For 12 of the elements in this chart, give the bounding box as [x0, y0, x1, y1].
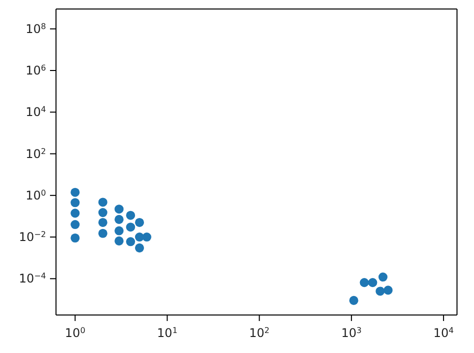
- y-tick-label: 10$^{2}$: [26, 146, 46, 161]
- y-tick-label: 10$^{8}$: [26, 21, 46, 36]
- y-tick-label: 10$^{4}$: [26, 104, 46, 120]
- x-tick-label: 10$^{2}$: [249, 326, 270, 340]
- x-tick-label: 10$^{0}$: [64, 326, 86, 340]
- x-tick-label: 10$^{3}$: [341, 326, 362, 340]
- y-tick-label: 10$^{−4}$: [18, 271, 46, 286]
- y-tick-label: 10$^{−2}$: [18, 230, 46, 244]
- x-tick-label: 10$^{1}$: [157, 326, 178, 340]
- y-tick-label: 10$^{0}$: [26, 188, 46, 202]
- x-tick-label: 10$^{4}$: [433, 326, 454, 340]
- y-tick-label: 10$^{6}$: [26, 63, 46, 78]
